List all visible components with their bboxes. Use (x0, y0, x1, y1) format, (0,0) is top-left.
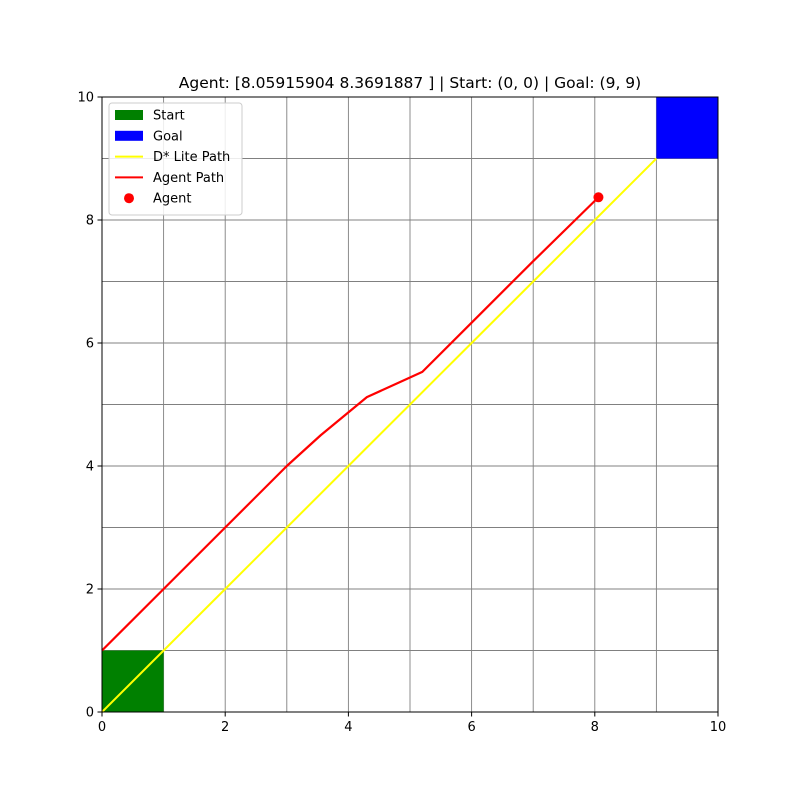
dstar-lite-path-line (101, 157, 658, 713)
y-tick-label: 2 (86, 583, 94, 598)
x-tick-label: 4 (344, 720, 352, 735)
y-tick-label: 8 (86, 214, 94, 229)
x-tick-label: 0 (98, 720, 106, 735)
legend-label: Start (153, 109, 185, 124)
y-tick-label: 4 (86, 460, 94, 475)
legend: Start Goal D* Lite Path Agent Path Agent (108, 102, 243, 216)
y-tick-label: 10 (77, 91, 94, 106)
axes-frame (101, 96, 719, 713)
agent-path-line (101, 196, 600, 652)
legend-label: D* Lite Path (153, 150, 230, 165)
legend-label: Goal (153, 129, 183, 144)
legend-label: Agent Path (153, 171, 224, 186)
chart-title: Agent: [8.05915904 8.3691887 ] | Start: … (179, 74, 641, 92)
legend-swatch-start (115, 110, 143, 120)
legend-label: Agent (153, 192, 191, 207)
legend-swatch-agent (124, 193, 134, 204)
agent-marker (593, 192, 604, 203)
goal-cell (656, 97, 718, 159)
x-tick-label: 2 (221, 720, 229, 735)
y-tick-label: 6 (86, 337, 94, 352)
x-tick-label: 8 (591, 720, 599, 735)
x-tick-label: 6 (467, 720, 475, 735)
y-tick-label: 0 (86, 706, 94, 721)
legend-swatch-goal (115, 130, 143, 141)
x-tick-label: 10 (710, 720, 727, 735)
